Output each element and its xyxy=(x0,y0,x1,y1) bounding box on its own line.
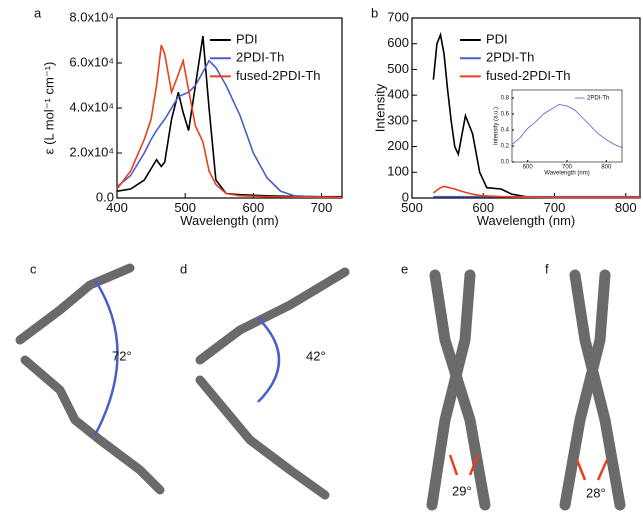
x-tick-label: 800 xyxy=(601,164,612,170)
y-tick-label: 0 xyxy=(402,189,409,204)
y-tick-label: 6.0x10⁴ xyxy=(69,54,114,69)
y-tick-label: 0.2 xyxy=(501,144,510,150)
chart: 400 500 600 700 0.0 2.0x10⁴ 4.0x10⁴ 6.0x10⁴ 8.0x… xyxy=(34,5,343,228)
legend-label: 2PDI-Th xyxy=(486,50,534,65)
y-tick-label: 2.0x10⁴ xyxy=(69,144,114,159)
molecule-d xyxy=(195,375,330,500)
angle-label: 72° xyxy=(112,348,132,363)
x-tick-label: 700 xyxy=(562,164,573,170)
panel-label: c xyxy=(30,261,37,276)
x-tick-label: 700 xyxy=(311,200,333,215)
y-axis-title: Intensity (a.u.) xyxy=(494,107,500,145)
y-axis-title: ε (L mol⁻¹ cm⁻¹) xyxy=(41,62,56,155)
x-axis-title: Wavelength (nm) xyxy=(180,213,279,228)
y-tick-label: 0.6 xyxy=(501,112,510,118)
y-tick-label: 700 xyxy=(387,9,409,24)
molecule-e xyxy=(426,269,476,511)
series-line xyxy=(116,59,343,199)
y-tick-label: 600 xyxy=(387,35,409,50)
angle-arrow xyxy=(575,459,609,481)
y-tick-label: 8.0x10⁴ xyxy=(69,9,114,24)
x-axis-title: Wavelength (nm) xyxy=(477,213,576,228)
legend-label: fused-2PDI-Th xyxy=(236,68,321,83)
legend-label: 2PDI-Th xyxy=(236,50,284,65)
angle-label: 42° xyxy=(306,348,326,363)
y-tick-label: 4.0x10⁴ xyxy=(69,99,114,114)
panel-label: d xyxy=(180,261,187,276)
x-tick-label: 400 xyxy=(106,200,128,215)
legend-label: fused-2PDI-Th xyxy=(486,68,571,83)
x-tick-label: 600 xyxy=(243,200,265,215)
x-tick-label: 700 xyxy=(544,200,566,215)
x-tick-label: 600 xyxy=(472,200,494,215)
y-tick-label: 400 xyxy=(387,87,409,102)
angle-arrow xyxy=(257,317,281,403)
molecule-c xyxy=(15,263,135,345)
molecule-c xyxy=(20,355,165,495)
y-tick-label: 0.0 xyxy=(96,189,114,204)
panel-label: e xyxy=(401,261,408,276)
series-line xyxy=(432,185,640,199)
series-line xyxy=(511,103,623,148)
x-tick-label: 500 xyxy=(174,200,196,215)
y-tick-label: 0.0 xyxy=(501,160,510,166)
angle-arrow xyxy=(93,279,119,436)
y-tick-label: 500 xyxy=(387,61,409,76)
panel-label: b xyxy=(371,5,378,20)
legend-label: 2PDI-Th xyxy=(587,96,609,102)
y-tick-label: 200 xyxy=(387,138,409,153)
plot-frame xyxy=(116,17,343,199)
molecules xyxy=(15,263,626,511)
angle-arrow xyxy=(448,454,480,476)
y-axis-title: Intensity xyxy=(372,83,387,132)
panel-label: a xyxy=(34,5,42,20)
x-tick-label: 500 xyxy=(401,200,423,215)
chart: 600 700 800 0.0 0.2 0.4 0.6 0.8 Wavelength (nm) I… xyxy=(494,89,623,176)
y-tick-label: 300 xyxy=(387,112,409,127)
legend-label: PDI xyxy=(486,31,508,46)
x-tick-label: 800 xyxy=(615,200,637,215)
molecule-d xyxy=(195,267,350,365)
molecule-f xyxy=(559,269,611,511)
panel-label: f xyxy=(545,261,549,276)
y-tick-label: 0.8 xyxy=(501,96,510,102)
angle-label: 29° xyxy=(452,483,472,498)
series-line xyxy=(116,44,342,199)
x-axis-title: Wavelength (nm) xyxy=(544,170,589,176)
x-tick-label: 600 xyxy=(523,164,534,170)
legend-label: PDI xyxy=(236,31,258,46)
y-tick-label: 0.4 xyxy=(501,128,510,134)
y-tick-label: 100 xyxy=(387,164,409,179)
angle-label: 28° xyxy=(586,485,606,500)
